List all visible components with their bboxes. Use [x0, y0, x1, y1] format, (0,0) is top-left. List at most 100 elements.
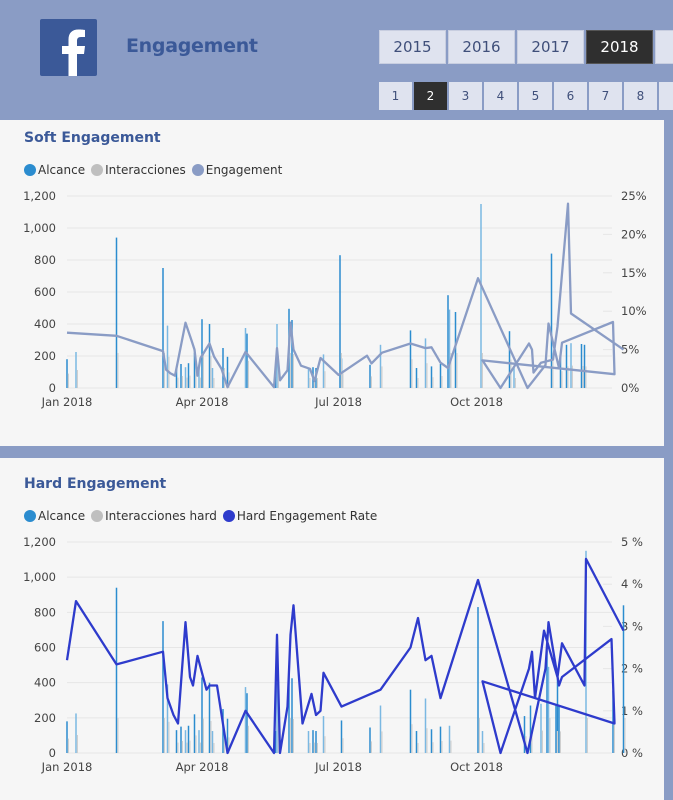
alcance-bar[interactable]: [115, 587, 118, 753]
alcance-bar[interactable]: [180, 364, 182, 388]
alcance-bar[interactable]: [187, 725, 190, 753]
alcance-bar[interactable]: [175, 367, 178, 388]
interacciones-bar[interactable]: [228, 737, 230, 753]
alcance-bar[interactable]: [523, 716, 526, 753]
alcance-bar[interactable]: [540, 703, 542, 753]
interacciones-bar[interactable]: [210, 721, 212, 753]
interacciones-bar[interactable]: [195, 735, 197, 753]
interacciones-bar[interactable]: [117, 353, 119, 388]
interacciones-bar[interactable]: [432, 742, 434, 753]
interacciones-bar[interactable]: [567, 366, 569, 388]
interacciones-bar[interactable]: [247, 360, 249, 388]
alcance-bar[interactable]: [175, 730, 178, 753]
interacciones-bar[interactable]: [186, 377, 188, 388]
alcance-bar[interactable]: [184, 367, 187, 388]
alcance-bar[interactable]: [307, 368, 310, 388]
page-button-9[interactable]: [659, 82, 673, 110]
alcance-bar[interactable]: [439, 726, 442, 753]
alcance-bar[interactable]: [193, 352, 196, 388]
interacciones-bar[interactable]: [549, 718, 551, 753]
interacciones-bar[interactable]: [177, 377, 179, 388]
alcance-bar[interactable]: [166, 325, 169, 388]
legend-item-alcance[interactable]: Alcance: [24, 163, 85, 177]
interacciones-bar[interactable]: [441, 741, 443, 753]
interacciones-bar[interactable]: [202, 718, 204, 753]
alcance-bar[interactable]: [415, 368, 418, 388]
interacciones-bar[interactable]: [163, 353, 165, 388]
interacciones-bar[interactable]: [181, 741, 183, 753]
interacciones-bar[interactable]: [247, 725, 249, 753]
interacciones-bar[interactable]: [177, 742, 179, 753]
interacciones-bar[interactable]: [441, 376, 443, 388]
alcance-bar[interactable]: [75, 713, 77, 753]
interacciones-bar[interactable]: [450, 353, 452, 388]
alcance-bar[interactable]: [66, 359, 68, 388]
interacciones-bar[interactable]: [483, 743, 485, 753]
interacciones-bar[interactable]: [571, 365, 573, 388]
interacciones-bar[interactable]: [67, 373, 69, 388]
interacciones-bar[interactable]: [324, 371, 326, 388]
alcance-bar[interactable]: [379, 344, 382, 388]
alcance-bar[interactable]: [322, 354, 325, 388]
alcance-bar[interactable]: [166, 684, 169, 753]
interacciones-bar[interactable]: [541, 730, 543, 753]
alcance-bar[interactable]: [307, 731, 310, 753]
alcance-bar[interactable]: [312, 730, 314, 753]
alcance-bar[interactable]: [547, 666, 550, 753]
alcance-bar[interactable]: [555, 704, 557, 753]
alcance-bar[interactable]: [513, 368, 515, 388]
interacciones-bar[interactable]: [309, 378, 311, 388]
alcance-bar[interactable]: [75, 352, 77, 388]
interacciones-bar[interactable]: [582, 366, 584, 388]
interacciones-bar[interactable]: [163, 718, 165, 753]
interacciones-bar[interactable]: [210, 356, 212, 388]
alcance-bar[interactable]: [66, 721, 68, 753]
interacciones-bar[interactable]: [195, 370, 197, 388]
legend-item-alcance[interactable]: Alcance: [24, 509, 85, 523]
alcance-bar[interactable]: [369, 727, 371, 753]
alcance-bar[interactable]: [409, 689, 412, 753]
alcance-bar[interactable]: [162, 268, 164, 388]
interacciones-bar[interactable]: [181, 376, 183, 388]
interacciones-bar[interactable]: [559, 731, 561, 753]
alcance-bar[interactable]: [454, 312, 457, 388]
alcance-bar[interactable]: [211, 368, 214, 388]
interacciones-bar[interactable]: [292, 719, 294, 753]
interacciones-bar[interactable]: [189, 375, 191, 388]
interacciones-bar[interactable]: [624, 718, 626, 753]
alcance-bar[interactable]: [424, 338, 427, 388]
year-button-2017[interactable]: 2017: [517, 30, 584, 64]
alcance-bar[interactable]: [559, 354, 562, 388]
interacciones-bar[interactable]: [456, 353, 458, 388]
interacciones-bar[interactable]: [417, 743, 419, 753]
interacciones-bar[interactable]: [342, 373, 344, 388]
interacciones-bar[interactable]: [342, 738, 344, 753]
alcance-bar[interactable]: [448, 309, 451, 388]
alcance-bar[interactable]: [322, 716, 325, 753]
interacciones-bar[interactable]: [411, 359, 413, 388]
interacciones-bar[interactable]: [189, 740, 191, 753]
interacciones-bar[interactable]: [585, 366, 587, 388]
legend-item-interacciones-hard[interactable]: Interacciones hard: [91, 509, 217, 523]
interacciones-bar[interactable]: [289, 718, 291, 753]
interacciones-bar[interactable]: [186, 742, 188, 753]
alcance-bar[interactable]: [208, 682, 211, 753]
alcance-bar[interactable]: [226, 356, 229, 388]
interacciones-bar[interactable]: [432, 377, 434, 388]
interacciones-bar[interactable]: [340, 353, 342, 388]
interacciones-bar[interactable]: [450, 740, 452, 753]
interacciones-bar[interactable]: [228, 372, 230, 388]
alcance-bar[interactable]: [430, 366, 433, 388]
alcance-bar[interactable]: [558, 705, 560, 753]
interacciones-bar[interactable]: [316, 743, 318, 753]
interacciones-bar[interactable]: [309, 743, 311, 753]
interacciones-bar[interactable]: [168, 721, 170, 753]
alcance-bar[interactable]: [570, 343, 572, 388]
year-button-2016[interactable]: 2016: [448, 30, 515, 64]
interacciones-bar[interactable]: [613, 724, 615, 753]
page-button-8[interactable]: 8: [624, 82, 657, 110]
legend-item-engagement[interactable]: Engagement: [191, 163, 282, 177]
alcance-bar[interactable]: [415, 731, 418, 753]
alcance-bar[interactable]: [447, 295, 449, 388]
alcance-bar[interactable]: [477, 607, 479, 753]
